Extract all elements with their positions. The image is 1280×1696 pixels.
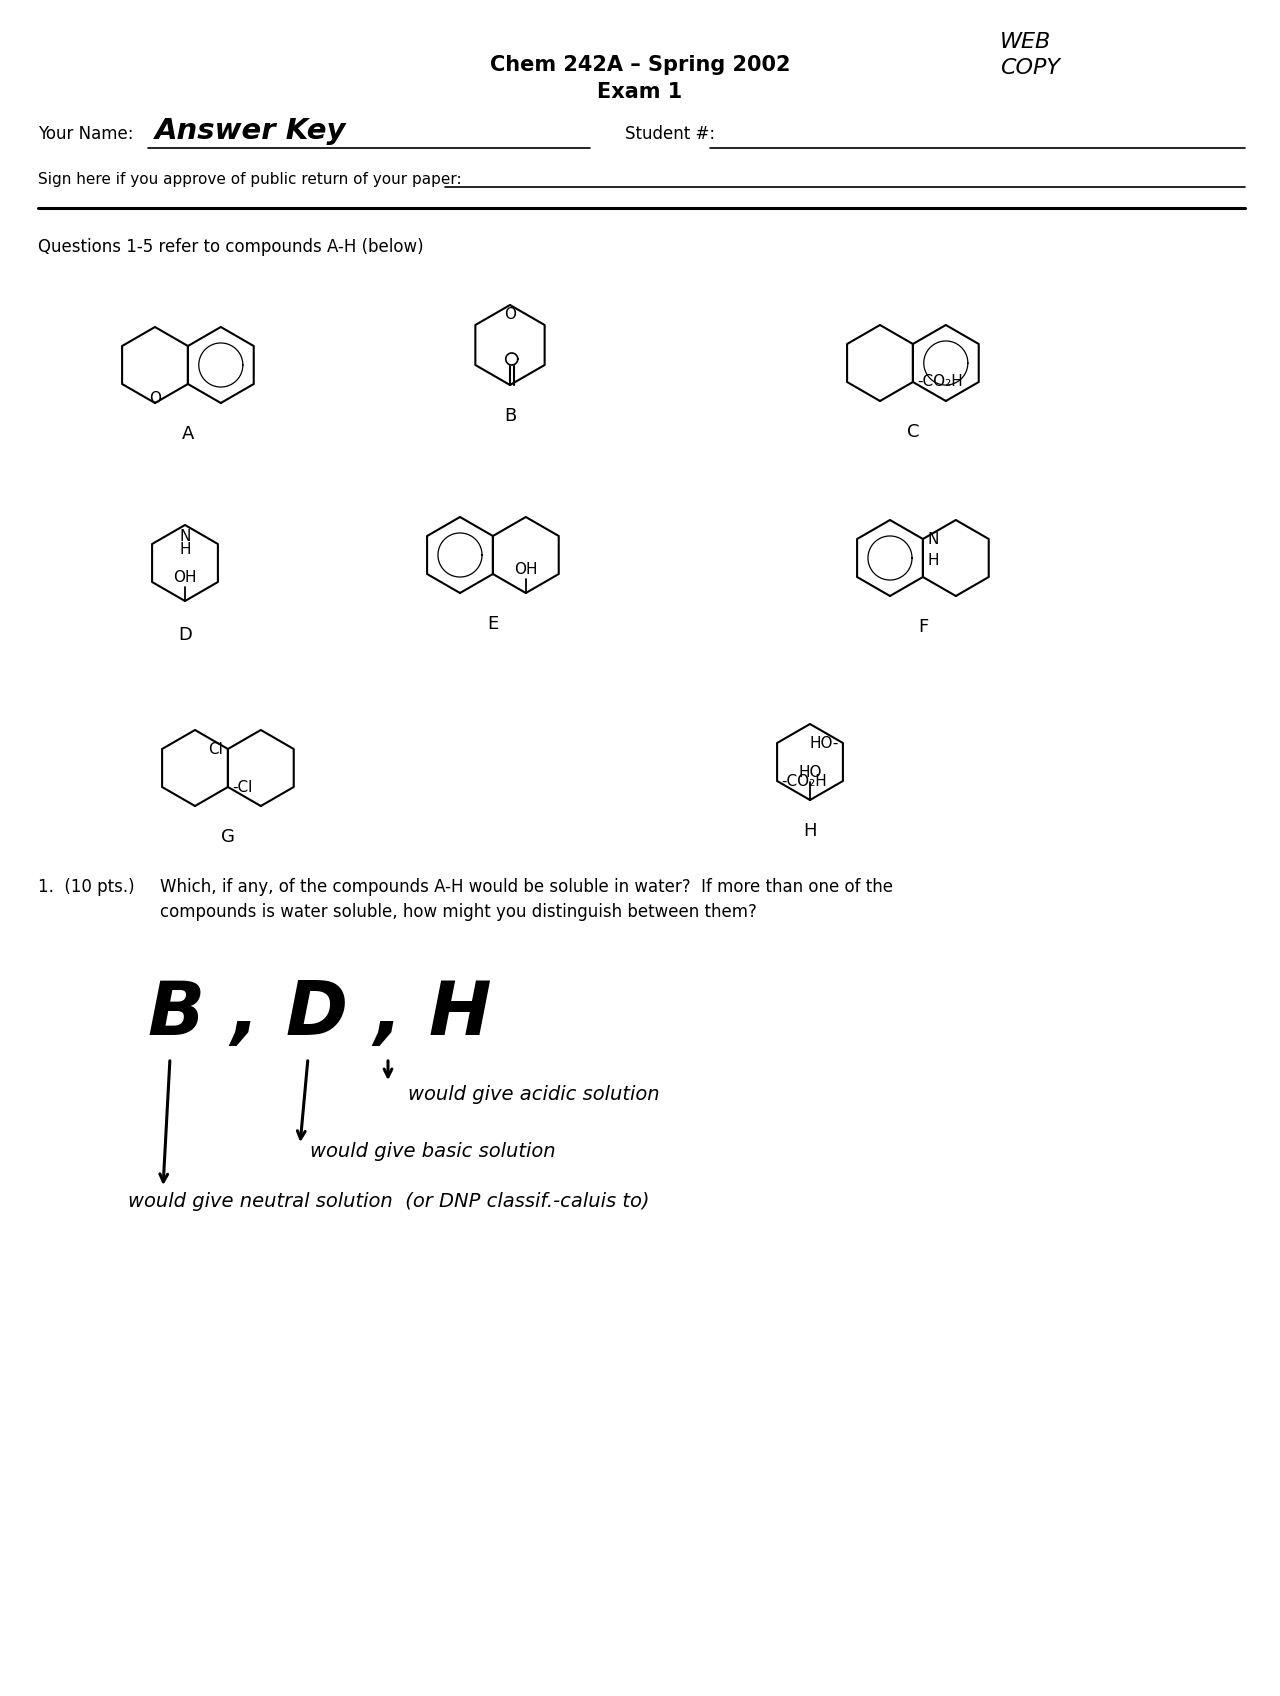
Text: WEB: WEB — [1000, 32, 1051, 53]
Text: 1.  (10 pts.): 1. (10 pts.) — [38, 879, 134, 895]
Text: F: F — [918, 617, 928, 636]
Text: C: C — [906, 422, 919, 441]
Text: O: O — [148, 392, 161, 405]
Text: Answer Key: Answer Key — [155, 117, 347, 144]
Text: OH: OH — [515, 561, 538, 577]
Text: D: D — [178, 626, 192, 644]
Text: B: B — [504, 407, 516, 426]
Text: COPY: COPY — [1000, 58, 1060, 78]
Text: O: O — [504, 307, 516, 322]
Text: B , D , H: B , D , H — [148, 979, 492, 1052]
Text: Student #:: Student #: — [625, 126, 716, 142]
Text: HO: HO — [799, 765, 822, 780]
Text: H: H — [804, 823, 817, 840]
Text: G: G — [221, 828, 234, 846]
Text: A: A — [182, 426, 195, 443]
Text: E: E — [488, 616, 498, 633]
Text: Exam 1: Exam 1 — [598, 81, 682, 102]
Text: would give acidic solution: would give acidic solution — [408, 1085, 659, 1104]
Text: -CO₂H: -CO₂H — [781, 773, 827, 789]
Text: H: H — [928, 553, 940, 568]
Text: H: H — [179, 543, 191, 556]
Text: Sign here if you approve of public return of your paper:: Sign here if you approve of public retur… — [38, 171, 462, 187]
Text: Chem 242A – Spring 2002: Chem 242A – Spring 2002 — [490, 54, 790, 75]
Text: N: N — [179, 529, 191, 544]
Text: Your Name:: Your Name: — [38, 126, 133, 142]
Text: Questions 1-5 refer to compounds A-H (below): Questions 1-5 refer to compounds A-H (be… — [38, 237, 424, 256]
Text: -CO₂H: -CO₂H — [916, 375, 963, 390]
Text: compounds is water soluble, how might you distinguish between them?: compounds is water soluble, how might yo… — [160, 902, 756, 921]
Text: N: N — [928, 531, 940, 546]
Text: HO-: HO- — [809, 736, 838, 751]
Text: OH: OH — [173, 570, 197, 585]
Text: -Cl: -Cl — [232, 780, 252, 794]
Text: would give basic solution: would give basic solution — [310, 1141, 556, 1162]
Text: Cl: Cl — [209, 741, 223, 756]
Text: Which, if any, of the compounds A-H would be soluble in water?  If more than one: Which, if any, of the compounds A-H woul… — [160, 879, 893, 895]
Circle shape — [506, 353, 517, 365]
Text: would give neutral solution  (or DNP classif.-caluis to): would give neutral solution (or DNP clas… — [128, 1192, 649, 1211]
